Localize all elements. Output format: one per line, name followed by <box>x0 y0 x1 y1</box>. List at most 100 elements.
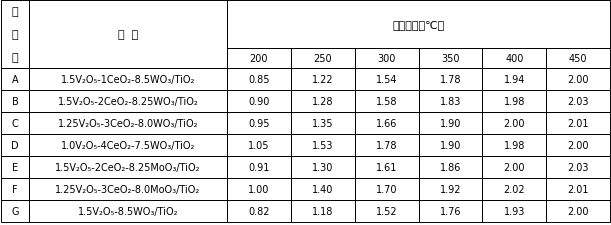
Text: 1.0V₂O₅-4CeO₂-7.5WO₃/TiO₂: 1.0V₂O₅-4CeO₂-7.5WO₃/TiO₂ <box>61 140 195 150</box>
Bar <box>227 49 291 69</box>
Bar <box>291 69 354 91</box>
Text: 1.35: 1.35 <box>312 119 334 128</box>
Text: 1.52: 1.52 <box>376 206 397 216</box>
Bar <box>546 178 610 200</box>
Bar <box>546 200 610 222</box>
Text: 1.93: 1.93 <box>503 206 525 216</box>
Text: 1.28: 1.28 <box>312 97 334 106</box>
Text: 1.25V₂O₅-3CeO₂-8.0MoO₃/TiO₂: 1.25V₂O₅-3CeO₂-8.0MoO₃/TiO₂ <box>56 184 200 194</box>
Text: F: F <box>12 184 18 194</box>
Text: 1.90: 1.90 <box>440 119 461 128</box>
Bar <box>354 156 419 178</box>
Text: 0.85: 0.85 <box>248 75 269 85</box>
Text: 1.66: 1.66 <box>376 119 397 128</box>
Text: C: C <box>12 119 18 128</box>
Bar <box>1 112 29 134</box>
Text: 1.58: 1.58 <box>376 97 397 106</box>
Text: 1.5V₂O₅-2CeO₂-8.25WO₃/TiO₂: 1.5V₂O₅-2CeO₂-8.25WO₃/TiO₂ <box>57 97 199 106</box>
Bar <box>546 156 610 178</box>
Text: 反应温度（℃）: 反应温度（℃） <box>392 20 445 30</box>
Text: 1.92: 1.92 <box>440 184 461 194</box>
Text: 2.00: 2.00 <box>503 162 525 172</box>
Bar <box>1 200 29 222</box>
Text: 2.03: 2.03 <box>568 97 589 106</box>
Bar <box>227 69 291 91</box>
Text: G: G <box>11 206 19 216</box>
Bar <box>29 200 227 222</box>
Text: 1.54: 1.54 <box>376 75 397 85</box>
Text: 1.83: 1.83 <box>440 97 461 106</box>
Bar <box>291 134 354 156</box>
Bar <box>354 69 419 91</box>
Text: B: B <box>12 97 18 106</box>
Bar <box>1 69 29 91</box>
Bar <box>29 1 227 69</box>
Text: 2.03: 2.03 <box>568 162 589 172</box>
Text: 1.61: 1.61 <box>376 162 397 172</box>
Text: 250: 250 <box>313 54 332 64</box>
Text: 2.00: 2.00 <box>568 206 589 216</box>
Text: 1.18: 1.18 <box>312 206 334 216</box>
Bar <box>291 156 354 178</box>
Bar <box>482 134 546 156</box>
Text: 1.76: 1.76 <box>440 206 461 216</box>
Bar <box>419 49 482 69</box>
Bar <box>29 91 227 112</box>
Bar <box>354 49 419 69</box>
Bar <box>419 134 482 156</box>
Text: 1.40: 1.40 <box>312 184 334 194</box>
Bar <box>227 178 291 200</box>
Text: 400: 400 <box>505 54 524 64</box>
Text: 1.86: 1.86 <box>440 162 461 172</box>
Text: 2.01: 2.01 <box>568 119 589 128</box>
Bar <box>419 156 482 178</box>
Bar <box>419 69 482 91</box>
Text: 1.90: 1.90 <box>440 140 461 150</box>
Text: 1.98: 1.98 <box>503 97 525 106</box>
Bar <box>354 178 419 200</box>
Text: 剂: 剂 <box>12 52 18 62</box>
Text: 1.78: 1.78 <box>440 75 461 85</box>
Text: E: E <box>12 162 18 172</box>
Bar <box>291 178 354 200</box>
Bar <box>419 178 482 200</box>
Text: 0.82: 0.82 <box>248 206 269 216</box>
Bar <box>482 49 546 69</box>
Text: 0.90: 0.90 <box>248 97 269 106</box>
Text: 350: 350 <box>441 54 459 64</box>
Bar <box>482 200 546 222</box>
Bar <box>482 69 546 91</box>
Text: 2.00: 2.00 <box>503 119 525 128</box>
Bar <box>546 112 610 134</box>
Bar <box>29 112 227 134</box>
Bar <box>354 112 419 134</box>
Text: 1.5V₂O₅-2CeO₂-8.25MoO₃/TiO₂: 1.5V₂O₅-2CeO₂-8.25MoO₃/TiO₂ <box>55 162 201 172</box>
Bar <box>227 91 291 112</box>
Bar <box>482 91 546 112</box>
Bar <box>29 156 227 178</box>
Bar <box>354 134 419 156</box>
Bar <box>1 134 29 156</box>
Text: 2.01: 2.01 <box>568 184 589 194</box>
Bar <box>1 1 29 69</box>
Bar <box>29 134 227 156</box>
Bar <box>291 91 354 112</box>
Text: 1.78: 1.78 <box>376 140 397 150</box>
Text: 2.02: 2.02 <box>503 184 525 194</box>
Text: 1.70: 1.70 <box>376 184 397 194</box>
Bar <box>227 156 291 178</box>
Bar <box>419 91 482 112</box>
Text: 1.53: 1.53 <box>312 140 334 150</box>
Bar <box>546 134 610 156</box>
Text: 1.00: 1.00 <box>248 184 269 194</box>
Text: 1.5V₂O₅-1CeO₂-8.5WO₃/TiO₂: 1.5V₂O₅-1CeO₂-8.5WO₃/TiO₂ <box>61 75 195 85</box>
Bar <box>227 134 291 156</box>
Bar <box>29 178 227 200</box>
Bar <box>354 91 419 112</box>
Bar <box>546 91 610 112</box>
Text: 2.00: 2.00 <box>568 75 589 85</box>
Text: 0.95: 0.95 <box>248 119 269 128</box>
Bar <box>419 112 482 134</box>
Text: 2.00: 2.00 <box>568 140 589 150</box>
Text: 0.91: 0.91 <box>248 162 269 172</box>
